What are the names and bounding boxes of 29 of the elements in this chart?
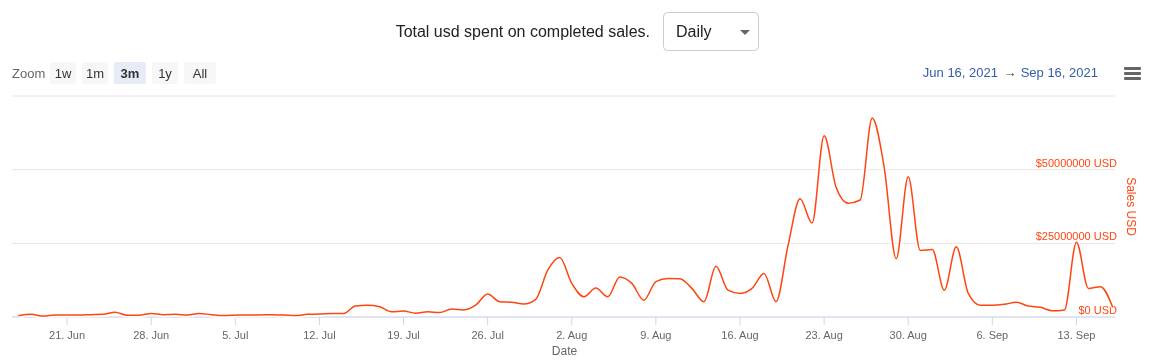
zoom-button: 1m [82, 62, 108, 84]
x-axis-title: Date [551, 344, 578, 358]
y-tick-label: $25000000 USD [1035, 230, 1118, 243]
text: → [1003, 65, 1017, 80]
x-tick-label: 13. Sep [1057, 329, 1096, 341]
y-axis-title: Sales USD [1124, 177, 1138, 237]
x-tick-label: 28. Jun [133, 329, 170, 341]
x-tick-label: 21. Jun [49, 329, 86, 341]
x-tick-label: 2. Aug [556, 329, 588, 341]
text: Sep 16, 2021 [1020, 65, 1098, 80]
x-tick-label: 23. Aug [805, 329, 843, 341]
zoom-button: All [184, 62, 216, 84]
zoom-button: 1w [50, 62, 76, 84]
y-tick-label: $0 USD [1078, 304, 1118, 316]
x-tick-label: 16. Aug [721, 329, 759, 341]
x-tick-label: 26. Jul [471, 329, 504, 341]
x-tick-label: 19. Jul [387, 329, 420, 341]
x-tick-label: 12. Jul [303, 329, 336, 341]
zoom-button: 3m [114, 62, 146, 84]
x-tick-label: 30. Aug [889, 329, 927, 341]
x-tick-label: 9. Aug [640, 329, 672, 341]
dropdown: Daily [663, 12, 759, 51]
text: Zoom [12, 66, 46, 81]
x-tick-label: 5. Jul [222, 329, 249, 341]
chart-title: Total usd spent on completed sales. [395, 23, 650, 40]
x-tick-label: 6. Sep [976, 329, 1009, 341]
zoom-button: 1y [152, 62, 178, 84]
y-tick-label: $50000000 USD [1035, 156, 1118, 169]
text: Jun 16, 2021 [922, 65, 998, 80]
